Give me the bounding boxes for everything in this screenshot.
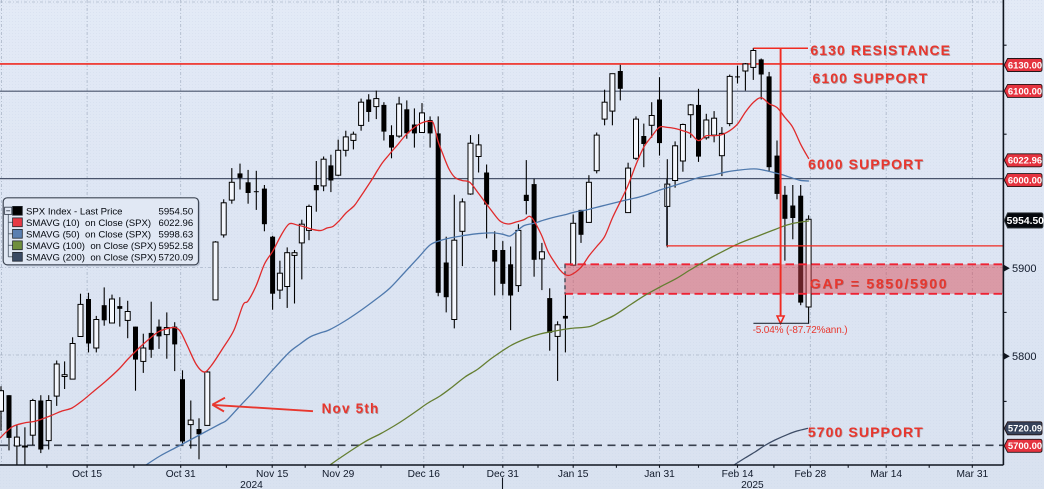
svg-text:6100 SUPPORT: 6100 SUPPORT (813, 71, 929, 87)
svg-text:Jan 31: Jan 31 (644, 469, 675, 480)
svg-text:6000 SUPPORT: 6000 SUPPORT (808, 156, 924, 172)
svg-text:5720.09: 5720.09 (159, 252, 194, 263)
svg-text:6130 RESISTANCE: 6130 RESISTANCE (811, 43, 952, 59)
svg-text:Jan 15: Jan 15 (558, 469, 589, 480)
svg-text:2025: 2025 (741, 480, 764, 489)
svg-text:6000.00: 6000.00 (1008, 176, 1042, 187)
svg-text:Mar 31: Mar 31 (956, 469, 988, 480)
svg-text:5952.58: 5952.58 (159, 241, 194, 252)
svg-text:6100.00: 6100.00 (1008, 86, 1042, 97)
svg-text:6022.96: 6022.96 (1008, 156, 1042, 167)
svg-text:Feb 14: Feb 14 (722, 469, 754, 480)
svg-text:SMAVG (10) on Close (SPX): SMAVG (10) on Close (SPX) (26, 218, 151, 229)
svg-text:Feb 28: Feb 28 (794, 469, 826, 480)
svg-text:6100 SUPPORT: 6100 SUPPORT (813, 70, 929, 86)
svg-text:SMAVG (100) on Close (SPX): SMAVG (100) on Close (SPX) (26, 241, 156, 252)
svg-text:Nov 5th: Nov 5th (322, 402, 380, 417)
svg-text:6130 RESISTANCE: 6130 RESISTANCE (810, 42, 951, 58)
svg-text:Nov 15: Nov 15 (256, 469, 289, 480)
svg-text:5998.63: 5998.63 (159, 229, 194, 240)
svg-text:5800: 5800 (1012, 351, 1036, 363)
svg-text:GAP = 5850/5900: GAP = 5850/5900 (810, 275, 948, 291)
svg-text:5700 SUPPORT: 5700 SUPPORT (809, 425, 925, 441)
svg-text:GAP = 5850/5900: GAP = 5850/5900 (811, 276, 949, 292)
svg-text:6022.96: 6022.96 (159, 218, 194, 229)
svg-text:Nov 29: Nov 29 (322, 469, 355, 480)
svg-text:5954.50: 5954.50 (1007, 216, 1044, 227)
svg-text:Oct 15: Oct 15 (72, 469, 102, 480)
svg-text:6000 SUPPORT: 6000 SUPPORT (809, 157, 925, 173)
svg-text:-5.04% (-87.72%ann.): -5.04% (-87.72%ann.) (753, 325, 848, 336)
svg-text:5700.00: 5700.00 (1008, 441, 1042, 452)
svg-text:5954.50: 5954.50 (159, 206, 194, 217)
svg-text:2024: 2024 (240, 480, 263, 489)
svg-text:SMAVG (50) on Close (SPX): SMAVG (50) on Close (SPX) (26, 229, 151, 240)
svg-text:Mar 14: Mar 14 (870, 469, 902, 480)
svg-text:Nov 5th: Nov 5th (322, 401, 380, 416)
svg-text:5720.09: 5720.09 (1008, 424, 1042, 435)
svg-text:Dec 31: Dec 31 (487, 469, 520, 480)
svg-text:SPX Index - Last Price: SPX Index - Last Price (26, 206, 123, 217)
svg-text:SMAVG (200) on Close (SPX): SMAVG (200) on Close (SPX) (26, 252, 156, 263)
svg-text:5900: 5900 (1012, 263, 1036, 275)
svg-text:6130.00: 6130.00 (1008, 60, 1042, 71)
svg-text:Oct 31: Oct 31 (166, 469, 196, 480)
svg-text:Dec 16: Dec 16 (408, 469, 441, 480)
svg-text:5700 SUPPORT: 5700 SUPPORT (808, 424, 924, 440)
